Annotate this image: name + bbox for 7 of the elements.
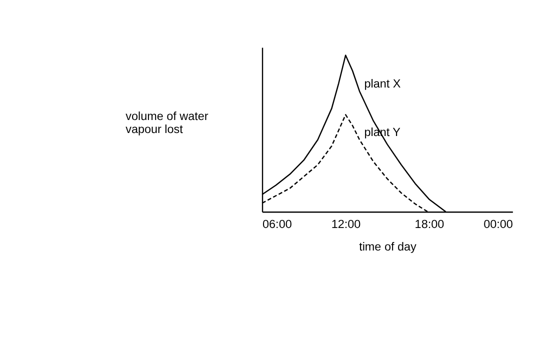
x-tick-label: 00:00	[484, 218, 514, 231]
x-axis-title: time of day	[359, 240, 417, 254]
y-axis-title: volume of water vapour lost	[126, 110, 208, 136]
x-tick-label: 18:00	[414, 218, 445, 231]
x-tick-label: 12:00	[331, 218, 362, 231]
x-tick-label: 06:00	[262, 218, 292, 231]
series-label: plant X	[364, 77, 401, 90]
